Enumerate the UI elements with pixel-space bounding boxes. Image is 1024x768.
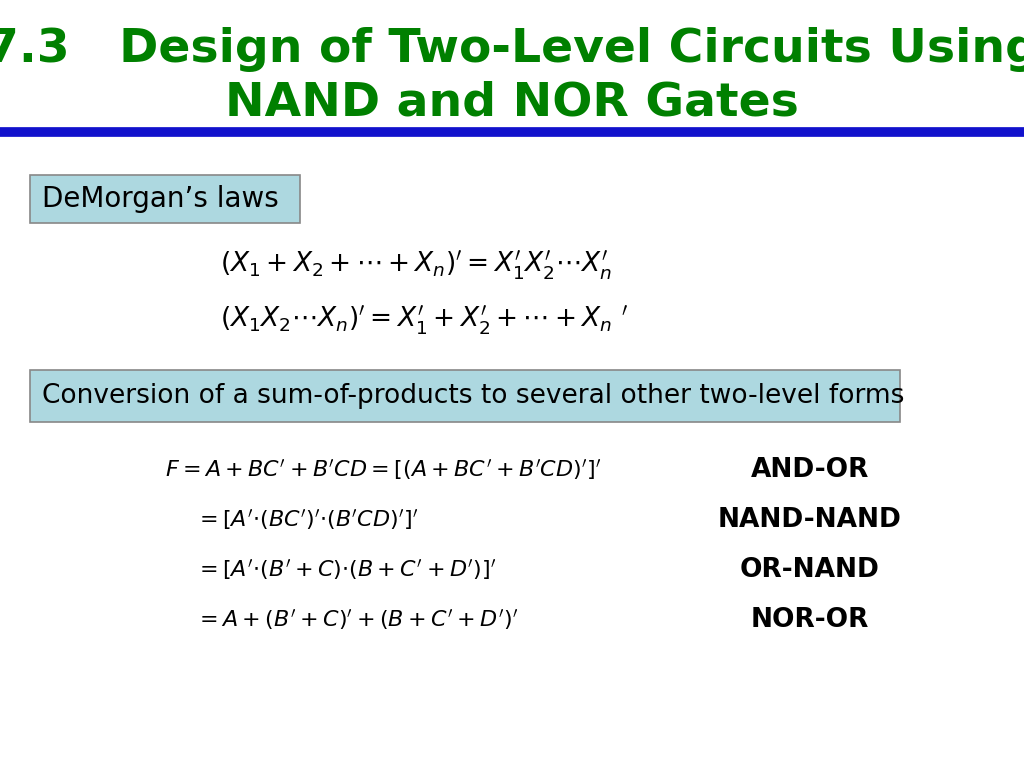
Text: NAND-NAND: NAND-NAND: [718, 507, 902, 533]
Text: AND-OR: AND-OR: [751, 457, 869, 483]
Text: NOR-OR: NOR-OR: [751, 607, 869, 633]
Text: $(X_1 X_2 \cdots X_n)^{\prime} = X_1^{\prime} + X_2^{\prime} + \cdots +X_n\ ^{\p: $(X_1 X_2 \cdots X_n)^{\prime} = X_1^{\p…: [220, 303, 628, 336]
Text: $= A + (B'+C)'+(B + C'+D')'$: $= A + (B'+C)'+(B + C'+D')'$: [195, 607, 518, 632]
Text: $F = A + BC'+B'CD = [(A + BC'+B'CD)']'$: $F = A + BC'+B'CD = [(A + BC'+B'CD)']'$: [165, 458, 601, 482]
FancyBboxPatch shape: [30, 175, 300, 223]
Text: OR-NAND: OR-NAND: [740, 557, 880, 583]
Text: $= [A'{\cdot}(BC')'{\cdot}(B'CD)']'$: $= [A'{\cdot}(BC')'{\cdot}(B'CD)']'$: [195, 508, 418, 532]
Text: $= [A'{\cdot}(B'+C){\cdot}(B + C'+D')]'$: $= [A'{\cdot}(B'+C){\cdot}(B + C'+D')]'$: [195, 558, 497, 582]
Text: Conversion of a sum-of-products to several other two-level forms: Conversion of a sum-of-products to sever…: [42, 383, 904, 409]
Text: $(X_1 + X_2 + \cdots + X_n)^{\prime} = X_1^{\prime}X_2^{\prime} \cdots X_n^{\pri: $(X_1 + X_2 + \cdots + X_n)^{\prime} = X…: [220, 248, 612, 282]
Text: 7.3   Design of Two-Level Circuits Using: 7.3 Design of Two-Level Circuits Using: [0, 28, 1024, 72]
Text: DeMorgan’s laws: DeMorgan’s laws: [42, 185, 279, 213]
Text: NAND and NOR Gates: NAND and NOR Gates: [225, 81, 799, 125]
FancyBboxPatch shape: [30, 370, 900, 422]
